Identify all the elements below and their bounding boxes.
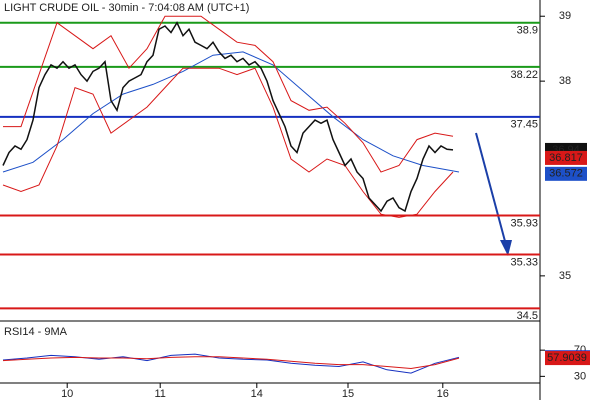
forecast-arrow: [475, 132, 512, 256]
level-label: 35.33: [510, 256, 538, 268]
price-box: [545, 150, 587, 165]
indicator-line: [3, 15, 454, 173]
price-box: [545, 166, 587, 181]
rsi-line: [2, 356, 460, 370]
level-label: 34.5: [517, 310, 538, 322]
level-label: 35.93: [510, 217, 538, 229]
x-tick-label: 15: [342, 388, 354, 400]
price-box-label: 36.817: [549, 152, 583, 164]
y-tick-label: 38: [559, 75, 571, 87]
x-tick-label: 11: [154, 388, 165, 400]
price-line: [2, 21, 454, 213]
rsi-box: [545, 351, 590, 366]
price-box-label: 36.572: [549, 168, 583, 180]
x-tick-label: 14: [251, 388, 263, 400]
chart-title: LIGHT CRUDE OIL - 30min - 7:04:08 AM (UT…: [4, 2, 249, 14]
rsi-title: RSI14 - 9MA: [4, 326, 68, 338]
level-label: 38.9: [517, 25, 538, 37]
y-tick-label: 35: [559, 270, 571, 282]
rsi-tick-label: 30: [574, 370, 586, 382]
x-tick-label: 10: [61, 388, 73, 400]
rsi-box-label: 57.9039: [547, 352, 587, 364]
indicator-line: [2, 51, 460, 173]
y-tick-label: 39: [559, 10, 571, 22]
level-label: 37.45: [510, 119, 538, 131]
x-tick-label: 16: [437, 388, 449, 400]
indicator-line: [2, 67, 454, 218]
level-label: 38.22: [510, 69, 538, 81]
